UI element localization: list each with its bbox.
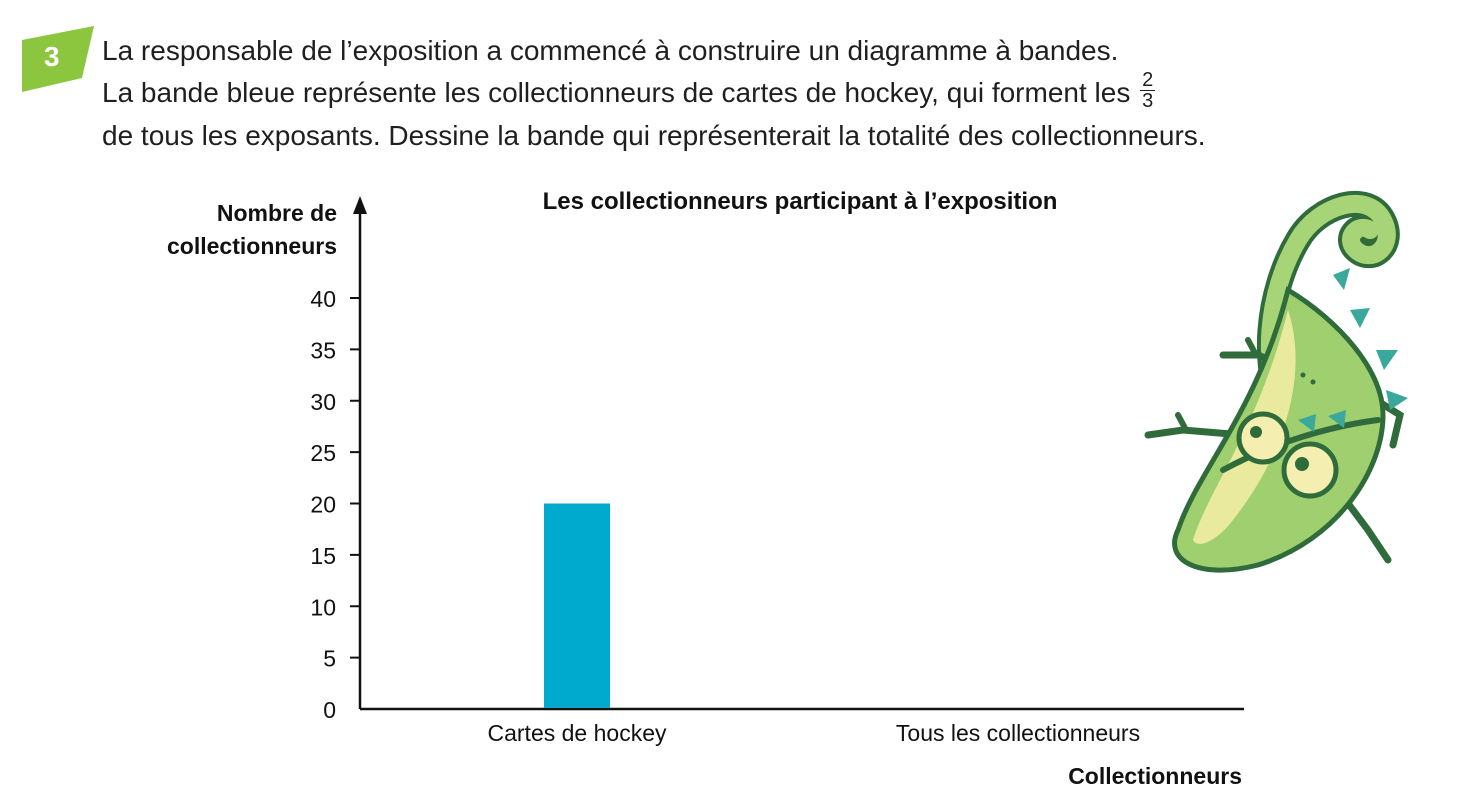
exercise-number: 3 (44, 41, 60, 72)
y-axis-arrow (353, 196, 367, 214)
x-category-label: Tous les collectionneurs (896, 720, 1140, 746)
problem-statement: La responsable de l’exposition a commenc… (102, 30, 1392, 157)
problem-line-2: La bande bleue représente les collection… (102, 69, 1392, 115)
badge-shape: 3 (22, 26, 94, 92)
bar-cartes-de-hockey (544, 503, 610, 708)
y-tick-label: 10 (310, 594, 336, 620)
problem-line-2-text: La bande bleue représente les collection… (102, 77, 1131, 108)
y-tick-label: 0 (323, 697, 336, 723)
y-tick-label: 20 (310, 492, 336, 518)
problem-line-3: de tous les exposants. Dessine la bande … (102, 120, 1206, 152)
y-axis-label-line: Nombre de (217, 200, 337, 226)
fraction-denominator: 3 (1142, 90, 1154, 113)
x-category-label: Cartes de hockey (488, 720, 667, 746)
y-tick-label: 40 (310, 286, 336, 312)
y-tick-label: 5 (323, 646, 336, 672)
chart-title: Les collectionneurs participant à l’expo… (543, 188, 1058, 215)
y-tick-label: 35 (310, 337, 336, 363)
y-tick-label: 30 (310, 389, 336, 415)
y-tick-label: 25 (310, 440, 336, 466)
problem-line-1: La responsable de l’exposition a commenc… (102, 35, 1119, 66)
fraction-numerator: 2 (1140, 69, 1156, 92)
chameleon-illustration (1144, 191, 1408, 573)
y-axis-label-line: collectionneurs (167, 233, 337, 259)
x-axis-label: Collectionneurs (1068, 763, 1242, 789)
exercise-number-badge: 3 (22, 26, 94, 92)
y-tick-label: 15 (310, 543, 336, 569)
